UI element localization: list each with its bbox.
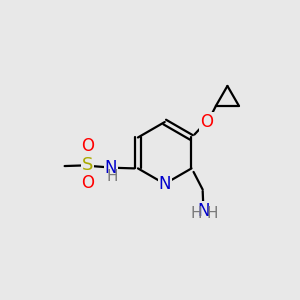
Text: O: O xyxy=(81,173,94,191)
Text: S: S xyxy=(82,157,93,175)
Text: H: H xyxy=(206,206,218,221)
Text: H: H xyxy=(106,169,118,184)
Text: O: O xyxy=(200,113,213,131)
Text: N: N xyxy=(158,175,171,193)
Text: H: H xyxy=(190,206,202,221)
Text: N: N xyxy=(197,202,209,220)
Text: N: N xyxy=(105,159,117,177)
Text: O: O xyxy=(81,137,94,155)
